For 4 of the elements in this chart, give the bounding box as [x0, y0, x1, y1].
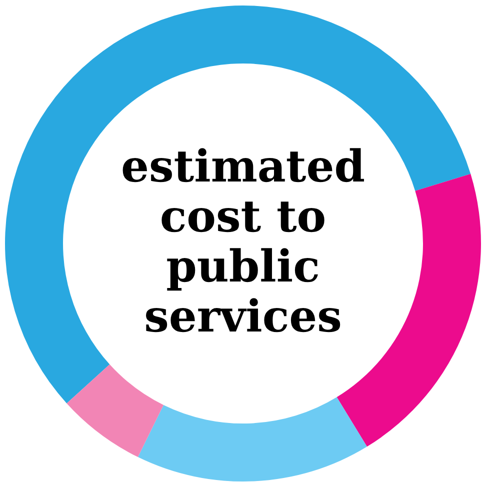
donut-slice	[66, 364, 164, 458]
donut-slice	[5, 6, 471, 404]
donut-slice	[138, 397, 367, 482]
text: estimated cost to public services	[121, 142, 365, 342]
